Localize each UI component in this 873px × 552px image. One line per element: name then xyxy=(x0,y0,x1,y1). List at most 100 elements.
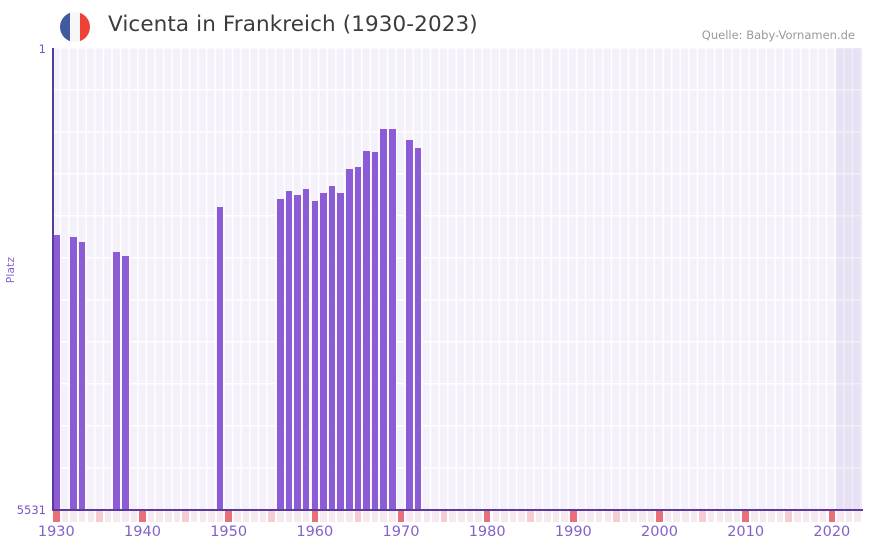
x-tick-2012 xyxy=(759,511,767,522)
x-tick-2009 xyxy=(733,511,741,522)
y-axis-bottom-label: 5531 xyxy=(16,503,46,517)
x-axis-label-1980: 1980 xyxy=(468,524,506,540)
bar-1960 xyxy=(311,200,319,510)
x-tick-1996 xyxy=(621,511,629,522)
france-flag-icon xyxy=(60,12,90,42)
x-tick-1972 xyxy=(414,511,422,522)
x-tick-1973 xyxy=(423,511,431,522)
flag-stripe-red xyxy=(79,12,90,42)
bar-1933 xyxy=(78,241,86,510)
x-tick-2011 xyxy=(751,511,758,522)
x-tick-1998 xyxy=(638,511,646,522)
bar-1938 xyxy=(121,256,129,510)
x-tick-1954 xyxy=(259,511,267,522)
x-tick-2017 xyxy=(802,511,810,522)
x-tick-1978 xyxy=(466,511,474,522)
x-tick-1991 xyxy=(578,511,586,522)
x-tick-1990 xyxy=(570,511,577,522)
bar-1968 xyxy=(380,129,388,510)
x-tick-1981 xyxy=(492,511,500,522)
bar-1930 xyxy=(53,235,60,510)
bar-1932 xyxy=(70,237,77,510)
x-tick-1953 xyxy=(251,511,258,522)
x-tick-1982 xyxy=(501,511,508,522)
x-tick-1967 xyxy=(371,511,379,522)
bar-1966 xyxy=(363,150,370,510)
x-tick-1959 xyxy=(302,511,310,522)
x-tick-1955 xyxy=(268,511,275,522)
x-tick-1940 xyxy=(139,511,146,522)
x-tick-1950 xyxy=(225,511,232,522)
x-tick-1944 xyxy=(173,511,181,522)
x-tick-1975 xyxy=(440,511,448,522)
x-tick-2004 xyxy=(690,511,698,522)
y-axis-line xyxy=(52,48,54,510)
x-tick-1952 xyxy=(242,511,250,522)
x-tick-1966 xyxy=(363,511,370,522)
x-tick-1995 xyxy=(613,511,620,522)
bar-1969 xyxy=(389,128,396,510)
x-tick-1993 xyxy=(595,511,603,522)
bar-1965 xyxy=(354,167,362,510)
x-tick-1971 xyxy=(406,511,413,522)
bar-1961 xyxy=(320,192,327,510)
bar-1957 xyxy=(285,190,293,510)
x-tick-1932 xyxy=(70,511,77,522)
x-tick-1958 xyxy=(294,511,301,522)
x-axis-label-1970: 1970 xyxy=(382,524,420,540)
x-tick-1956 xyxy=(277,511,284,522)
plot-area xyxy=(52,48,862,510)
x-axis-label-1950: 1950 xyxy=(210,524,248,540)
bar-1937 xyxy=(113,252,120,510)
x-tick-1984 xyxy=(518,511,525,522)
x-tick-2019 xyxy=(819,511,827,522)
x-tick-1937 xyxy=(113,511,120,522)
x-tick-2003 xyxy=(682,511,689,522)
x-tick-1970 xyxy=(397,511,405,522)
x-tick-1987 xyxy=(544,511,551,522)
x-tick-1942 xyxy=(156,511,163,522)
x-tick-1994 xyxy=(604,511,612,522)
bar-1972 xyxy=(414,147,422,510)
x-tick-2016 xyxy=(794,511,801,522)
x-tick-1964 xyxy=(346,511,353,522)
x-tick-1936 xyxy=(104,511,112,522)
x-tick-1933 xyxy=(78,511,86,522)
x-tick-2015 xyxy=(785,511,793,522)
x-tick-1961 xyxy=(320,511,327,522)
x-axis-tick-strip xyxy=(52,511,863,522)
x-tick-1999 xyxy=(647,511,655,522)
x-tick-1962 xyxy=(328,511,336,522)
x-tick-2013 xyxy=(768,511,775,522)
x-tick-1985 xyxy=(526,511,534,522)
x-tick-1938 xyxy=(121,511,129,522)
x-tick-1992 xyxy=(587,511,594,522)
flag-stripe-blue xyxy=(60,12,70,42)
x-tick-1965 xyxy=(354,511,362,522)
y-axis-title: Platz xyxy=(5,256,17,284)
x-tick-1969 xyxy=(389,511,396,522)
x-tick-2023 xyxy=(854,511,861,522)
x-tick-1951 xyxy=(233,511,241,522)
y-axis-top-label: 1 xyxy=(38,42,46,56)
x-tick-2014 xyxy=(776,511,784,522)
x-tick-1974 xyxy=(432,511,439,522)
x-tick-1945 xyxy=(182,511,189,522)
x-tick-2021 xyxy=(837,511,844,522)
bar-1963 xyxy=(337,193,344,510)
x-tick-1931 xyxy=(61,511,69,522)
x-axis-label-1960: 1960 xyxy=(296,524,334,540)
bar-1959 xyxy=(302,189,310,510)
bar-1962 xyxy=(328,186,336,510)
bar-1964 xyxy=(346,168,353,510)
x-axis-labels: 1930 1940 1950 1960 1970 1980 1990 2000 2010 2020 xyxy=(0,524,873,550)
x-tick-1960 xyxy=(311,511,319,522)
x-axis-label-1940: 1940 xyxy=(124,524,161,540)
x-tick-1947 xyxy=(199,511,207,522)
x-tick-1934 xyxy=(87,511,95,522)
x-tick-1983 xyxy=(509,511,517,522)
x-tick-1948 xyxy=(208,511,215,522)
x-tick-1979 xyxy=(475,511,482,522)
x-tick-1957 xyxy=(285,511,293,522)
